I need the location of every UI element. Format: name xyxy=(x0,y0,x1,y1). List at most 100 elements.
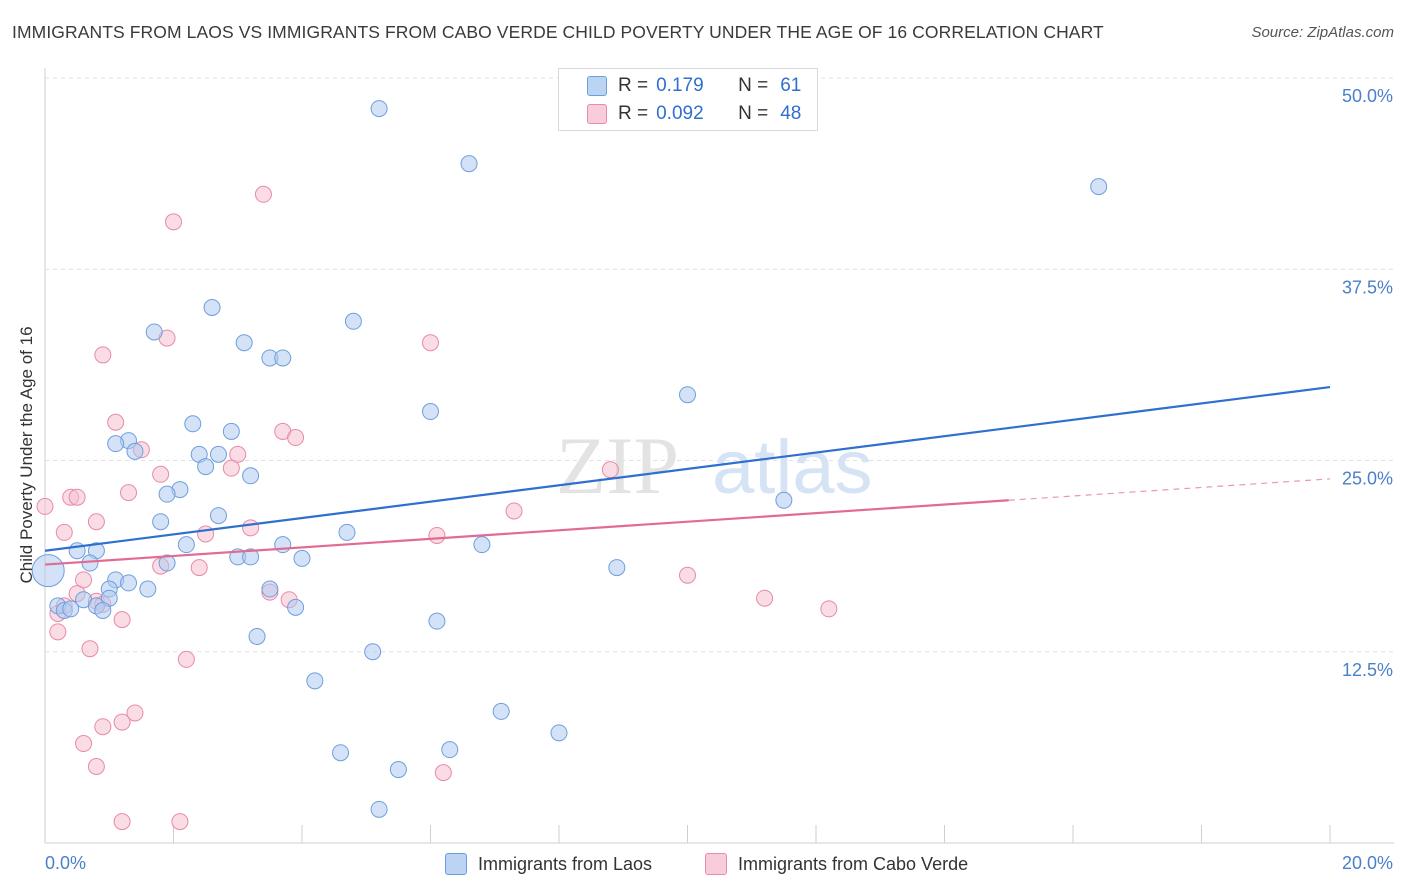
y-axis-label: Child Poverty Under the Age of 16 xyxy=(17,326,36,584)
legend-cabo-r-label: R = xyxy=(618,103,649,124)
x-tick-label: 0.0% xyxy=(45,853,86,873)
data-point-cabo-verde xyxy=(601,461,619,479)
data-point-cabo-verde xyxy=(75,735,93,753)
data-point-cabo-verde xyxy=(679,566,696,584)
data-point-laos xyxy=(679,386,696,404)
bottom-legend-label-cabo-verde: Immigrants from Cabo Verde xyxy=(738,853,969,874)
source-label: Source: ZipAtlas.com xyxy=(1251,24,1394,41)
data-point-laos xyxy=(492,702,510,720)
data-point-cabo-verde xyxy=(190,559,208,577)
data-point-laos xyxy=(370,100,388,118)
data-point-laos xyxy=(332,744,350,762)
data-point-cabo-verde xyxy=(36,497,54,515)
data-point-cabo-verde xyxy=(422,334,439,352)
legend-laos-r-label: R = xyxy=(618,75,649,96)
data-point-cabo-verde xyxy=(177,650,195,668)
trend-lines xyxy=(44,385,1331,566)
data-point-cabo-verde xyxy=(75,571,93,589)
data-point-cabo-verde xyxy=(120,484,138,502)
data-point-laos xyxy=(389,761,407,779)
data-point-laos xyxy=(139,580,157,598)
data-point-laos xyxy=(460,155,478,173)
data-point-laos xyxy=(158,554,176,572)
data-point-cabo-verde xyxy=(113,713,131,731)
data-point-laos xyxy=(370,800,388,818)
data-point-laos xyxy=(473,536,491,554)
data-point-laos xyxy=(608,559,626,577)
x-tick-label: 20.0% xyxy=(1342,853,1393,873)
data-point-cabo-verde xyxy=(287,429,305,447)
data-point-laos xyxy=(158,485,176,503)
data-point-laos xyxy=(550,724,568,742)
data-point-laos xyxy=(428,612,446,630)
data-point-cabo-verde xyxy=(197,525,215,543)
trend-line-cabo-verde xyxy=(44,499,1009,566)
data-point-cabo-verde xyxy=(94,346,112,364)
data-point-laos xyxy=(107,435,125,453)
data-point-laos xyxy=(261,580,279,598)
data-point-laos xyxy=(274,536,292,554)
legend-cabo-n-label: N = xyxy=(738,103,769,124)
data-point-cabo-verde xyxy=(113,611,131,629)
data-point-laos xyxy=(242,467,260,485)
data-point-cabo-verde xyxy=(87,513,105,531)
legend-content: R = 0.179 N = 61 R = 0.092 N = 48 xyxy=(558,68,818,131)
data-point-laos xyxy=(94,601,112,619)
data-point-laos xyxy=(441,741,459,759)
axes xyxy=(44,68,1394,844)
data-point-cabo-verde xyxy=(434,764,452,782)
data-point-cabo-verde xyxy=(171,813,189,831)
data-point-laos xyxy=(364,643,382,661)
data-point-laos xyxy=(203,299,221,316)
legend-cabo-r-value: 0.092 xyxy=(656,103,704,124)
data-point-laos xyxy=(274,349,292,367)
data-point-cabo-verde xyxy=(229,445,247,463)
legend-laos-r-value: 0.179 xyxy=(656,75,704,96)
trend-line-cabo-verde-extension xyxy=(1008,478,1331,501)
bottom-legend-swatch-laos xyxy=(445,853,467,875)
data-point-laos xyxy=(209,507,227,525)
series-laos-points xyxy=(31,100,1108,818)
data-point-cabo-verde xyxy=(242,519,260,537)
watermark-atlas: atlas xyxy=(712,425,873,510)
bottom-legend-label-laos: Immigrants from Laos xyxy=(478,853,653,874)
data-point-cabo-verde xyxy=(68,488,86,506)
data-point-cabo-verde xyxy=(81,640,99,658)
data-point-cabo-verde xyxy=(107,413,125,431)
y-tick-label: 12.5% xyxy=(1342,660,1393,680)
data-point-cabo-verde xyxy=(254,185,272,203)
data-point-laos xyxy=(177,536,195,554)
data-point-cabo-verde xyxy=(55,523,73,541)
legend-cabo-n-value: 48 xyxy=(780,103,802,124)
data-point-laos xyxy=(338,523,356,541)
data-point-laos xyxy=(344,312,362,330)
data-point-laos xyxy=(126,442,144,460)
legend-swatch-cabo-verde xyxy=(587,104,607,124)
y-tick-label: 25.0% xyxy=(1342,469,1393,489)
data-point-cabo-verde xyxy=(756,589,774,607)
data-point-laos xyxy=(306,672,324,690)
data-point-laos xyxy=(287,598,305,616)
data-point-cabo-verde xyxy=(152,465,170,483)
legend-row-laos: R = 0.179 N = 61 xyxy=(618,74,801,98)
data-point-laos xyxy=(184,415,202,433)
data-point-cabo-verde xyxy=(113,813,131,831)
y-tick-label: 37.5% xyxy=(1342,277,1393,297)
data-point-cabo-verde xyxy=(165,213,182,231)
bottom-legend-laos: Immigrants from Laos xyxy=(445,851,652,877)
watermark: ZIP atlas xyxy=(556,420,873,511)
data-point-laos xyxy=(775,491,793,509)
grid-lines xyxy=(45,77,1394,653)
legend-laos-n-value: 61 xyxy=(780,75,802,96)
data-point-laos xyxy=(293,549,311,567)
bottom-legend-cabo-verde: Immigrants from Cabo Verde xyxy=(705,851,968,877)
bottom-legend-swatch-cabo-verde xyxy=(705,853,727,875)
data-point-laos-large xyxy=(31,554,65,588)
data-point-cabo-verde xyxy=(49,623,67,641)
data-point-laos xyxy=(248,627,266,645)
data-point-laos xyxy=(62,600,80,618)
data-point-laos xyxy=(152,513,170,531)
data-point-cabo-verde xyxy=(820,600,838,618)
data-point-laos xyxy=(209,445,227,463)
